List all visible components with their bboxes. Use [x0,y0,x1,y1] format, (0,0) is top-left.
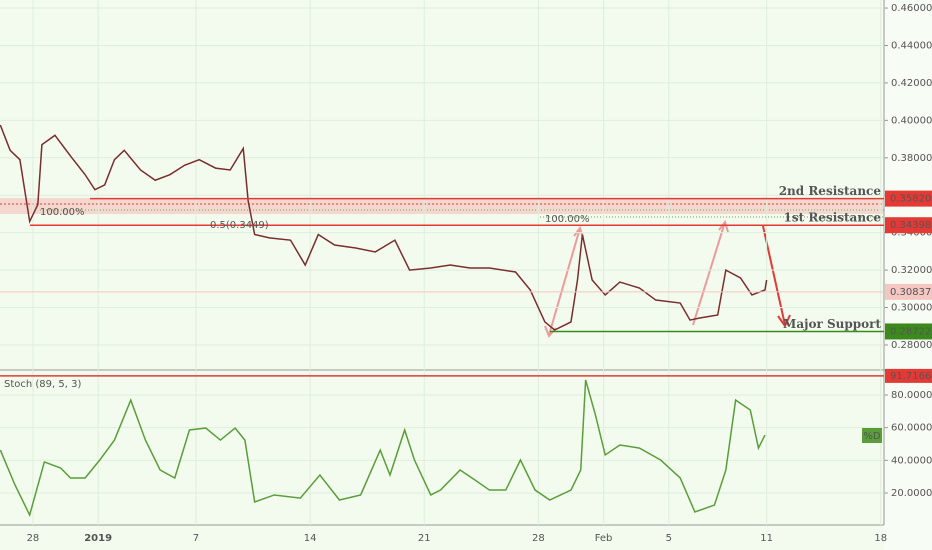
y-tick-label: 40.0000 [891,455,932,466]
level-label: Major Support [783,317,881,331]
x-tick-label: 7 [193,533,199,544]
x-tick-label: Feb [595,533,613,544]
y-tick-label: 0.46000 [891,3,932,14]
stoch-line [0,379,766,518]
level-label: 2nd Resistance [779,184,882,198]
x-tick-label: 18 [874,533,887,544]
arrow-head [544,325,557,338]
x-tick-label: 11 [760,533,773,544]
y-tick-label: 0.28000 [891,340,932,351]
y-tick-label: 0.30000 [891,303,932,314]
price-label-box [885,323,932,340]
x-tick-label: 5 [666,533,672,544]
arrow-head [718,219,729,233]
x-tick-label: 21 [418,533,431,544]
y-tick-label: 0.42000 [891,78,932,89]
x-tick-label: 2019 [84,533,112,544]
y-tick-label: 20.0000 [891,488,932,499]
arrow [548,227,581,336]
price-label: 0.30837 [890,287,931,298]
price-label-box [885,283,932,300]
legend-box [862,428,882,443]
y-tick-label: 0.44000 [891,40,932,51]
annotation: 100.00% [545,214,590,225]
y-tick-label: 0.32000 [891,265,932,276]
stoch-title: Stoch (89, 5, 3) [4,379,81,390]
y-tick-label: 0.38000 [891,153,932,164]
y-tick-label: 0.40000 [891,115,932,126]
y-tick-label: 60.0000 [891,423,932,434]
stoch-level-label: 91.7166 [890,371,931,382]
resistance-zone [0,198,884,214]
y-tick-label: 80.0000 [891,390,932,401]
price-line [0,124,768,331]
x-tick-label: 28 [532,533,545,544]
price-label: 0.28722 [890,326,931,337]
annotation: 0.5(0.3449) [210,220,269,231]
annotation: 100.00% [40,207,85,218]
price-label: 0.34398 [890,220,931,231]
price-label-box [885,190,932,207]
price-label-box [885,217,932,234]
arrow-head [777,314,791,329]
price-label: 0.35820 [890,194,931,205]
x-tick-label: 14 [304,533,317,544]
price-axis-bg [884,0,932,550]
price-label-box [885,368,932,383]
legend-label: %D [863,431,881,442]
x-tick-label: 28 [27,533,40,544]
level-label: 1st Resistance [784,211,882,225]
